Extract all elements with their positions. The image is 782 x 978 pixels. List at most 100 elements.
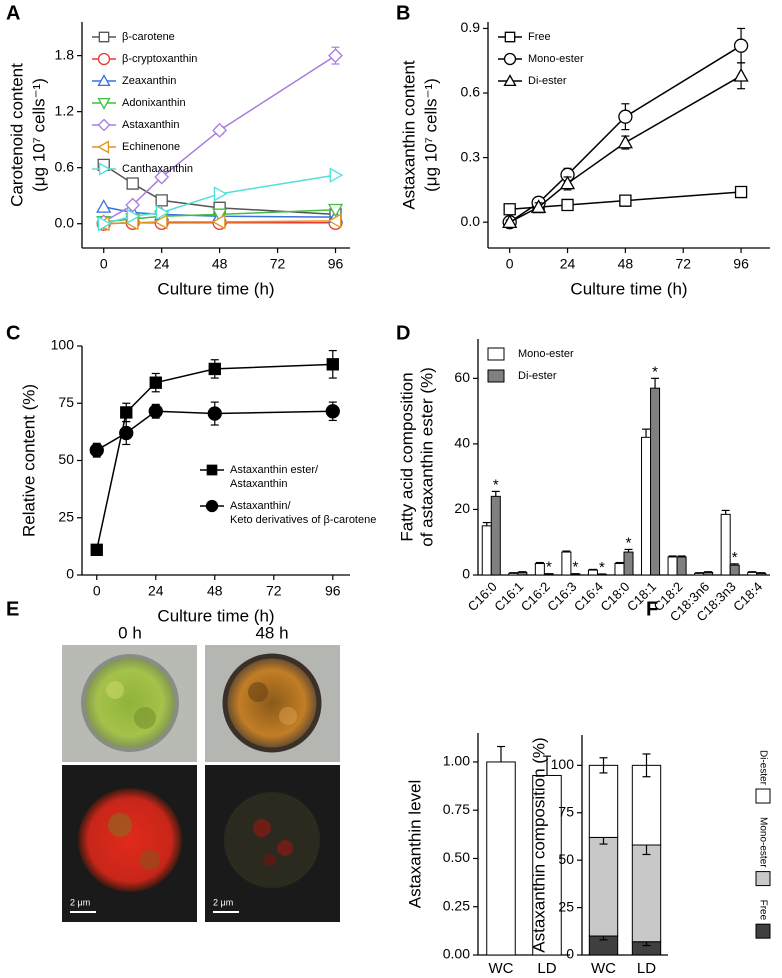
y-tick-label: 0.6 [461,84,481,100]
marker [618,109,633,124]
legend-label: Echinenone [122,141,180,153]
marker [326,358,339,371]
bar [561,551,572,576]
bar [650,387,661,576]
marker [96,199,112,213]
x-axis-label: Culture time (h) [157,279,274,298]
bar-segment [588,836,619,937]
y-tick-label: 75 [58,394,74,410]
marker [619,194,632,207]
x-tick-label: C16:1 [491,579,526,614]
y-tick-label: 100 [51,337,75,353]
micrograph-brightfield-0h [62,645,197,762]
marker [155,194,168,207]
bar [720,513,731,576]
y-axis-label: (μg 10⁷ cells⁻¹) [29,78,48,192]
micrograph-brightfield-48h [205,645,340,762]
marker [126,208,141,224]
y-axis-label: of astaxanthin ester (%) [417,367,436,547]
y-tick-label: 0.9 [461,19,481,35]
marker [560,167,575,182]
y-tick-label: 40 [454,435,470,451]
panel-letter: A [6,2,20,24]
scale-bar-label: 2 μm [70,897,90,907]
y-tick-label: 0.75 [443,801,470,817]
marker [125,197,141,213]
marker [503,203,516,216]
bar [508,572,519,576]
bar [517,571,528,576]
micrograph-fluorescence-48h: 2 μm [205,765,340,922]
x-tick-label: 24 [560,256,576,272]
y-tick-label: 20 [454,500,470,516]
y-tick-label: 1.8 [55,46,75,62]
y-axis-label: (μg 10⁷ cells⁻¹) [421,78,440,192]
bar [587,569,598,576]
legend-label: Mono-ester [757,817,768,868]
x-tick-label: 48 [618,256,634,272]
bar [756,572,767,576]
significance-mark: * [652,363,658,380]
y-tick-label: 25 [58,508,74,524]
marker [617,134,633,149]
legend-label: Di-ester [518,370,557,382]
y-tick-label: 75 [558,803,574,819]
panel-letter: D [396,322,410,344]
legend-label: β-carotene [122,31,175,43]
legend-label-line: Astaxanthin [230,478,287,490]
legend-swatch [755,788,771,804]
significance-mark: * [546,559,552,576]
x-tick-label: C16:4 [571,579,606,614]
x-tick-label: C18:0 [597,579,632,614]
y-axis-label: Astaxanthin composition (%) [529,737,548,952]
legend-label: Astaxanthin [122,119,179,131]
x-tick-label: 72 [266,583,282,599]
marker [126,177,139,190]
marker [90,543,103,556]
x-tick-label: 96 [328,256,344,272]
marker [561,198,574,212]
significance-mark: * [599,559,605,576]
y-tick-label: 0 [462,566,470,582]
y-tick-label: 0.0 [461,213,481,229]
legend-label: Astaxanthin ester/Astaxanthin [230,464,319,490]
y-axis-label: Astaxanthin level [405,780,424,909]
bar [703,571,714,576]
y-tick-label: 1.2 [55,102,75,118]
bar [614,563,625,576]
bar [490,495,501,576]
x-tick-label: 48 [207,583,223,599]
marker [153,214,168,230]
legend-label: Canthaxanthin [122,163,193,175]
micrograph-fluorescence-0h: 2 μm [62,765,197,922]
legend-label: Di-ester [528,75,567,87]
legend-swatch [487,369,505,383]
y-tick-label: 0.0 [55,214,75,230]
y-tick-label: 100 [551,756,575,772]
y-tick-label: 0 [66,566,74,582]
y-tick-label: 0.25 [443,897,470,913]
marker [97,216,112,232]
legend-marker [97,74,111,87]
x-tick-label: 96 [325,583,341,599]
x-tick-label: C16:2 [518,579,553,614]
x-tick-label: C16:0 [465,579,500,614]
time-label: 0 h [118,623,142,642]
bar-segment [588,764,619,838]
marker [329,167,344,183]
x-tick-label: LD [537,960,556,977]
legend-marker [205,499,219,513]
marker [120,406,133,419]
legend-label: β-cryptoxanthin [122,53,197,65]
x-axis-label: Culture time (h) [570,279,687,298]
bar [596,573,607,576]
marker [734,185,748,199]
legend-marker [97,118,111,132]
y-tick-label: 25 [558,898,574,914]
y-tick-label: 1.00 [443,753,470,769]
marker [733,67,749,82]
bar [543,573,554,576]
bar [667,556,678,576]
bar-segment [631,844,662,943]
